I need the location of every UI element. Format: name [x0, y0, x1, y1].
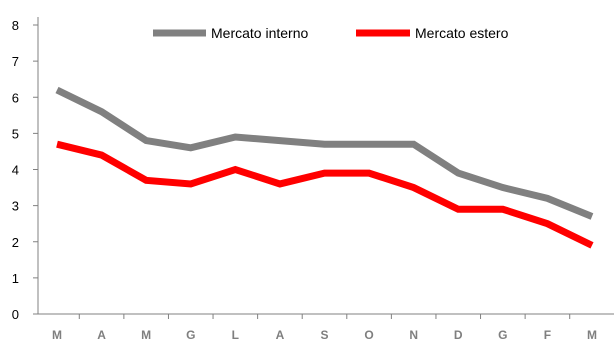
y-tick-label: 2 — [12, 235, 19, 250]
series-layer — [55, 86, 594, 249]
legend: Mercato interno Mercato estero — [153, 25, 509, 41]
x-tick-label: D — [454, 328, 463, 342]
y-tick-label: 6 — [12, 90, 19, 105]
x-tick-label: S — [320, 328, 328, 342]
legend-label: Mercato estero — [415, 25, 509, 41]
x-tick-label: G — [498, 328, 507, 342]
x-tick-label: F — [544, 328, 551, 342]
y-tick-label: 4 — [12, 163, 19, 178]
y-tick-label: 3 — [12, 199, 19, 214]
y-tick-label: 7 — [12, 54, 19, 69]
x-tick-label: M — [141, 328, 151, 342]
y-tick-label: 8 — [12, 18, 19, 33]
x-tick-label: L — [232, 328, 239, 342]
x-tick-label: A — [97, 328, 106, 342]
legend-label: Mercato interno — [211, 25, 308, 41]
x-tick-label: M — [52, 328, 62, 342]
x-tick-label: G — [186, 328, 195, 342]
series-mercato-estero — [56, 140, 594, 249]
x-tick-label: N — [409, 328, 418, 342]
y-axis: 0 1 2 3 4 5 6 7 8 — [12, 17, 39, 322]
x-tick-label: O — [364, 328, 373, 342]
series-line — [56, 140, 594, 249]
x-tick-label: A — [276, 328, 285, 342]
y-tick-label: 1 — [12, 271, 19, 286]
y-tick-label: 0 — [12, 307, 19, 322]
series-mercato-interno — [55, 86, 594, 220]
x-tick-label: M — [587, 328, 597, 342]
y-tick-label: 5 — [12, 126, 19, 141]
series-line — [55, 86, 594, 220]
